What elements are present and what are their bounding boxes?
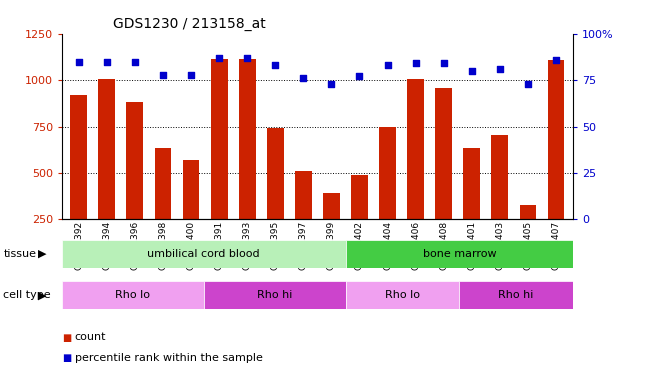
Point [410, 60, 421, 66]
Text: tissue: tissue [3, 249, 36, 259]
Text: ▶: ▶ [38, 249, 46, 259]
Bar [70, 95, 87, 219]
Bar [351, 175, 368, 219]
Bar [323, 194, 340, 219]
Bar [295, 171, 312, 219]
Text: ▶: ▶ [38, 290, 46, 300]
Point [242, 55, 253, 61]
Point [102, 58, 112, 64]
Bar [154, 148, 171, 219]
Text: cell type: cell type [3, 290, 51, 300]
Text: Rho hi: Rho hi [257, 290, 292, 300]
Bar [62, 281, 204, 309]
Point [186, 72, 196, 78]
Point [270, 62, 281, 68]
Text: count: count [75, 333, 106, 342]
Bar [346, 240, 573, 268]
Bar [464, 148, 480, 219]
Point [551, 57, 561, 63]
Text: Rho lo: Rho lo [115, 290, 150, 300]
Bar [62, 240, 346, 268]
Point [439, 60, 449, 66]
Point [298, 75, 309, 81]
Text: bone marrow: bone marrow [422, 249, 496, 259]
Bar [492, 135, 508, 219]
Point [382, 62, 393, 68]
Text: Rho lo: Rho lo [385, 290, 420, 300]
Bar [436, 88, 452, 219]
Text: GDS1230 / 213158_at: GDS1230 / 213158_at [113, 17, 266, 32]
Bar [126, 102, 143, 219]
Bar [547, 60, 564, 219]
Point [523, 81, 533, 87]
Bar [211, 59, 227, 219]
Point [74, 58, 84, 64]
Point [495, 66, 505, 72]
Bar [460, 281, 573, 309]
Text: percentile rank within the sample: percentile rank within the sample [75, 353, 263, 363]
Bar [204, 281, 346, 309]
Point [158, 72, 168, 78]
Bar [519, 204, 536, 219]
Bar [379, 128, 396, 219]
Point [130, 58, 140, 64]
Point [214, 55, 225, 61]
Bar [267, 128, 284, 219]
Text: ■: ■ [62, 333, 71, 342]
Text: Rho hi: Rho hi [499, 290, 534, 300]
Bar [98, 79, 115, 219]
Text: umbilical cord blood: umbilical cord blood [148, 249, 260, 259]
Bar [346, 281, 460, 309]
Point [467, 68, 477, 74]
Point [326, 81, 337, 87]
Bar [182, 160, 199, 219]
Bar [408, 79, 424, 219]
Text: ■: ■ [62, 353, 71, 363]
Bar [239, 59, 256, 219]
Point [354, 74, 365, 80]
